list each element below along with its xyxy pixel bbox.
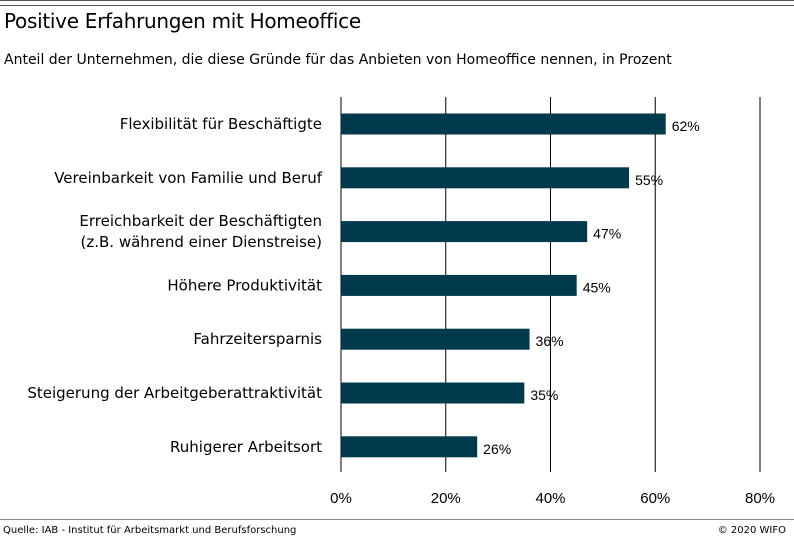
value-label: 36% xyxy=(536,333,564,349)
value-label: 47% xyxy=(593,226,621,242)
x-tick-label: 60% xyxy=(640,490,670,507)
bar-chart: Flexibilität für Beschäftigte Vereinbarke… xyxy=(27,97,775,507)
bar xyxy=(341,328,530,350)
top-rule xyxy=(0,0,794,6)
bars xyxy=(341,113,666,458)
bar xyxy=(341,167,630,189)
x-tick-label: 80% xyxy=(745,490,775,507)
value-label: 55% xyxy=(635,172,663,188)
copyright-note: © 2020 WIFO xyxy=(717,525,786,536)
x-tick-label: 40% xyxy=(535,490,565,507)
bar xyxy=(341,274,577,296)
footer-rule xyxy=(0,519,794,520)
value-label: 45% xyxy=(583,279,611,295)
value-label: 26% xyxy=(483,441,511,457)
bar xyxy=(341,382,525,404)
category-label: Erreichbarkeit der Beschäftigten xyxy=(79,212,322,230)
category-label: (z.B. während einer Dienstreise) xyxy=(81,233,323,251)
source-note: Quelle: IAB - Institut für Arbeitsmarkt … xyxy=(3,525,297,536)
x-tick-label: 20% xyxy=(431,490,461,507)
category-label: Ruhigerer Arbeitsort xyxy=(170,438,322,456)
bar xyxy=(341,113,666,135)
category-label: Fahrzeitersparnis xyxy=(193,330,322,348)
bar xyxy=(341,221,588,243)
bar xyxy=(341,436,478,458)
x-tick-label: 0% xyxy=(330,490,352,507)
value-label: 62% xyxy=(672,118,700,134)
category-labels: Flexibilität für Beschäftigte Vereinbarke… xyxy=(27,115,322,456)
category-label: Vereinbarkeit von Familie und Beruf xyxy=(54,169,323,187)
category-label: Höhere Produktivität xyxy=(167,276,322,294)
chart-title: Positive Erfahrungen mit Homeoffice xyxy=(4,9,361,33)
x-axis-ticks: 0% 20% 40% 60% 80% xyxy=(330,490,775,507)
chart-subtitle: Anteil der Unternehmen, die diese Gründe… xyxy=(4,52,672,68)
value-labels: 62% 55% 47% 45% 36% 35% 26% xyxy=(483,118,700,457)
category-label: Steigerung der Arbeitgeberattraktivität xyxy=(27,384,322,402)
category-label: Flexibilität für Beschäftigte xyxy=(120,115,322,133)
value-label: 35% xyxy=(530,387,558,403)
